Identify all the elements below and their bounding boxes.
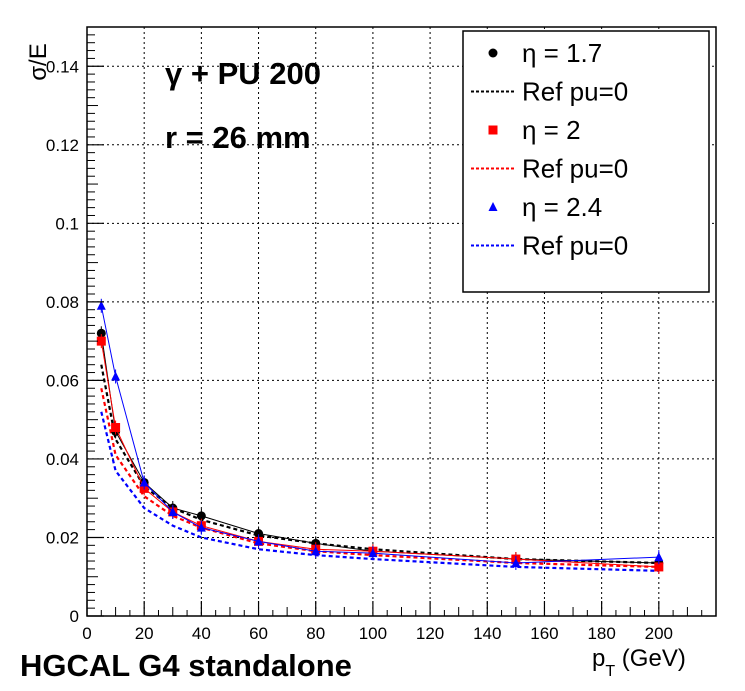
ref-curve-line: [100, 364, 659, 565]
x-tick-label: 160: [530, 624, 558, 643]
ref-curve-line: [100, 388, 659, 569]
x-tick-label: 80: [306, 624, 325, 643]
series-ref-3: [100, 388, 659, 569]
x-tick-label: 20: [135, 624, 154, 643]
y-tick-label: 0.06: [46, 371, 79, 390]
x-tick-label: 200: [645, 624, 673, 643]
footer-label: HGCAL G4 standalone: [20, 648, 352, 683]
annotation-radius: r = 26 mm: [165, 120, 311, 155]
x-axis-title-unit: (GeV): [615, 645, 686, 672]
legend-box: [462, 30, 710, 293]
legend-label: η = 2: [522, 115, 581, 145]
y-tick-label: 0.02: [46, 528, 79, 547]
x-tick-label: 0: [82, 624, 91, 643]
data-point: [368, 548, 378, 558]
legend-marker: [488, 125, 498, 135]
series-layer: [96, 298, 664, 574]
data-point: [96, 300, 106, 310]
y-tick-label: 0.08: [46, 293, 79, 312]
data-point: [654, 562, 664, 572]
x-tick-label: 40: [192, 624, 211, 643]
axis-ticks: 0 20 40 60 80 100 120 140 160 180 200 0 0.02 0.04 0.06…: [46, 34, 703, 643]
y-tick-label: 0.14: [46, 57, 79, 76]
legend-label: η = 1.7: [522, 38, 602, 68]
data-point: [196, 511, 206, 521]
data-connect-line: [100, 341, 659, 568]
series-data-4: [96, 298, 664, 570]
data-point: [511, 557, 521, 567]
legend-label: η = 2.4: [522, 192, 602, 222]
data-point: [654, 552, 664, 562]
x-tick-label: 120: [416, 624, 444, 643]
y-tick-label: 0.12: [46, 136, 79, 155]
data-point: [139, 477, 149, 487]
x-tick-label: 100: [359, 624, 387, 643]
data-point: [254, 536, 264, 546]
legend-marker: [488, 202, 498, 211]
legend-entry: Ref pu=0: [471, 154, 628, 184]
legend-entry: η = 2: [488, 115, 581, 145]
data-point: [111, 423, 121, 433]
y-tick-label: 0.1: [55, 214, 79, 233]
legend-entry: η = 1.7: [488, 38, 602, 68]
legend-marker: [488, 48, 498, 58]
y-tick-label: 0: [70, 607, 79, 626]
legend-entries: η = 1.7 Ref pu=0 η = 2 Ref pu=0 η = 2.4 Ref p…: [471, 38, 628, 261]
ref-curve-line: [100, 411, 659, 572]
data-point: [96, 328, 106, 338]
data-point: [196, 522, 206, 532]
data-point: [254, 529, 264, 539]
legend-entry: Ref pu=0: [471, 77, 628, 107]
x-tick-label: 180: [587, 624, 615, 643]
legend: η = 1.7 Ref pu=0 η = 2 Ref pu=0 η = 2.4 Ref p…: [462, 30, 710, 293]
x-tick-label: 140: [473, 624, 501, 643]
x-axis-title-main: p: [592, 645, 605, 672]
data-connect-line: [100, 305, 659, 564]
legend-label: Ref pu=0: [522, 77, 628, 107]
x-axis-title: pT (GeV): [592, 645, 686, 680]
y-tick-label: 0.04: [46, 450, 79, 469]
data-point: [311, 546, 321, 556]
annotation-process: γ + PU 200: [165, 56, 321, 91]
legend-label: Ref pu=0: [522, 231, 628, 261]
legend-entry: Ref pu=0: [471, 231, 628, 261]
data-point: [96, 336, 106, 346]
y-axis-title: σ/E: [25, 43, 52, 81]
series-ref-1: [100, 364, 659, 565]
data-point: [168, 506, 178, 516]
legend-label: Ref pu=0: [522, 154, 628, 184]
x-tick-label: 60: [249, 624, 268, 643]
x-axis-title-sub: T: [605, 663, 615, 680]
series-ref-5: [100, 411, 659, 572]
legend-entry: η = 2.4: [488, 192, 602, 222]
data-point: [111, 371, 121, 381]
